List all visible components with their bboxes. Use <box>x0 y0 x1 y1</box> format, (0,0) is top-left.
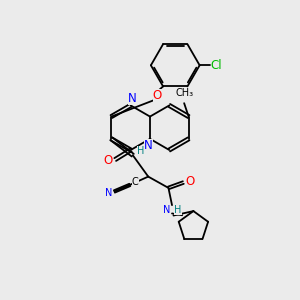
Text: N: N <box>163 206 170 215</box>
Text: N: N <box>128 92 136 105</box>
Text: O: O <box>185 175 194 188</box>
Text: H: H <box>137 146 145 156</box>
Text: N: N <box>144 139 153 152</box>
Text: C: C <box>132 177 139 187</box>
Text: O: O <box>103 154 112 167</box>
Text: O: O <box>153 88 162 101</box>
Text: Cl: Cl <box>211 59 222 72</box>
Text: H: H <box>174 206 182 215</box>
Text: CH₃: CH₃ <box>175 88 193 98</box>
Text: N: N <box>105 188 112 198</box>
